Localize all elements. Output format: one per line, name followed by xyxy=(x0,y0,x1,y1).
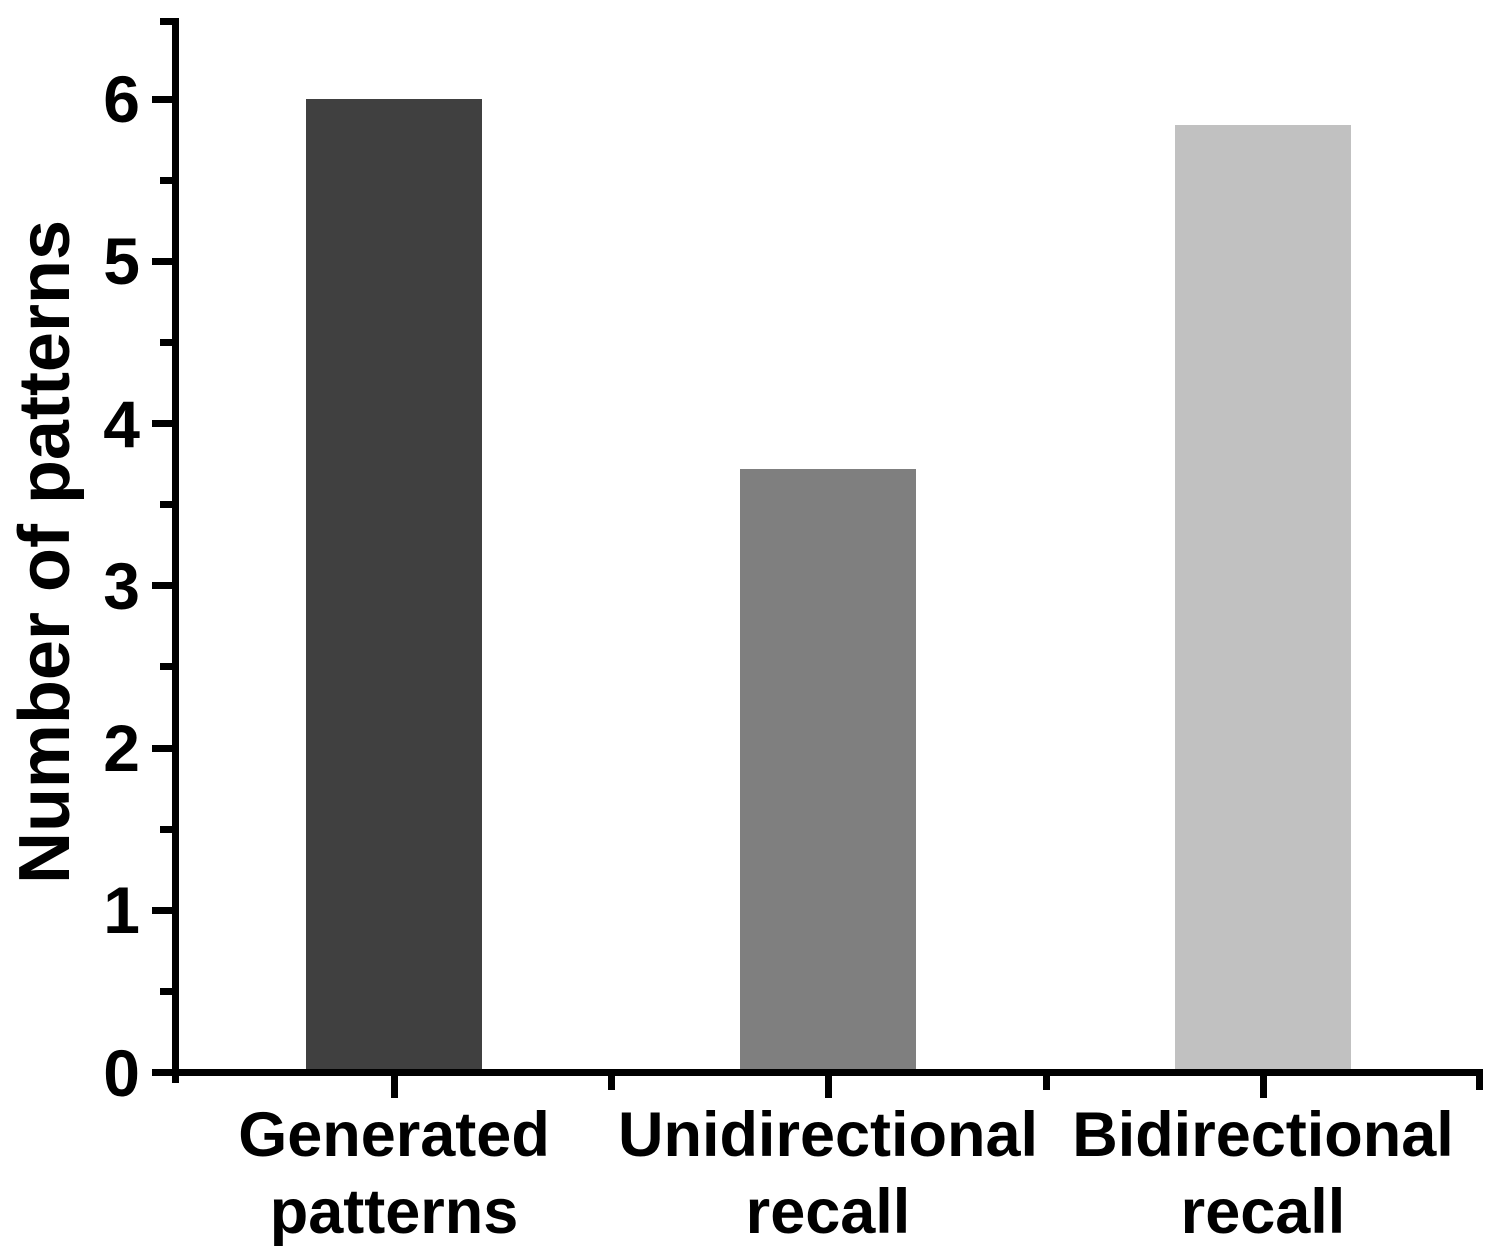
bar-unidirectional-recall xyxy=(740,468,916,1069)
category-label-line: Bidirectional xyxy=(1072,1100,1454,1170)
y-axis-line xyxy=(172,18,179,1083)
bar-bidirectional-recall xyxy=(1175,125,1351,1069)
y-major-tick xyxy=(152,95,172,103)
y-major-tick xyxy=(152,257,172,265)
category-label-line: recall xyxy=(1180,1177,1346,1247)
x-axis-end-tick xyxy=(1476,1076,1483,1090)
y-tick-label: 2 xyxy=(103,711,140,785)
y-tick-label: 6 xyxy=(103,62,140,136)
category-label: Generated patterns xyxy=(134,1097,654,1251)
y-minor-tick xyxy=(160,501,172,509)
x-major-tick xyxy=(1259,1076,1267,1098)
y-tick-label: 1 xyxy=(103,873,140,948)
y-minor-tick xyxy=(160,338,172,346)
y-major-tick xyxy=(152,744,172,752)
y-axis-end-tick xyxy=(160,18,172,25)
x-minor-tick xyxy=(607,1076,615,1090)
y-major-tick xyxy=(152,906,172,914)
x-minor-tick xyxy=(1042,1076,1050,1090)
category-label-line: recall xyxy=(745,1177,911,1247)
y-minor-tick xyxy=(160,176,172,184)
x-major-tick xyxy=(390,1076,398,1098)
category-label: Unidirectional recall xyxy=(568,1097,1088,1251)
y-minor-tick xyxy=(160,987,172,995)
x-major-tick xyxy=(824,1076,832,1098)
bar-generated-patterns xyxy=(306,99,482,1069)
y-major-tick xyxy=(152,420,172,427)
y-tick-label: 5 xyxy=(103,224,140,299)
y-major-tick xyxy=(152,1069,172,1076)
y-major-tick xyxy=(152,582,172,590)
y-tick-label: 4 xyxy=(103,386,140,461)
y-tick-label: 0 xyxy=(103,1035,140,1110)
category-label-line: patterns xyxy=(269,1177,519,1247)
y-minor-tick xyxy=(160,663,172,671)
y-minor-tick xyxy=(160,825,172,833)
category-label: Bidirectional recall xyxy=(1003,1097,1500,1251)
y-tick-label: 3 xyxy=(103,548,140,623)
category-label-line: Unidirectional xyxy=(617,1100,1039,1170)
category-label-line: Generated xyxy=(238,1100,550,1170)
x-axis-line xyxy=(172,1069,1483,1076)
